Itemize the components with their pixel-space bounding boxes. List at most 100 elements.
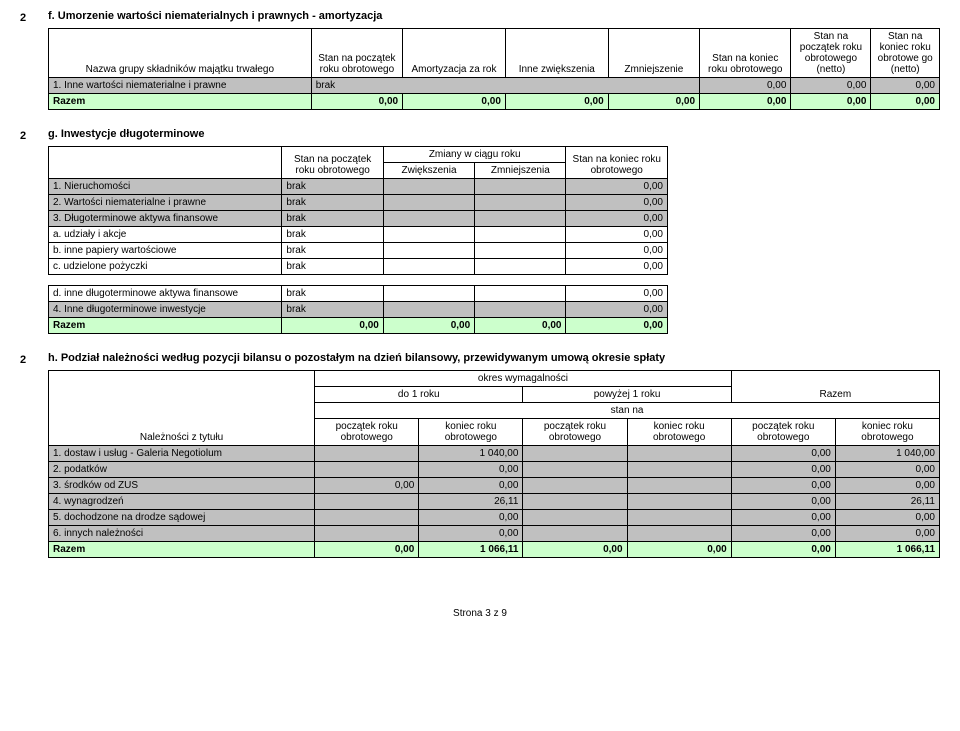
cell-val: 0,00 — [419, 510, 523, 526]
table-g2: d. inne długoterminowe aktywa finansowe … — [48, 285, 668, 334]
cell-empty — [475, 302, 566, 318]
cell-val: 0,00 — [835, 526, 939, 542]
cell-val: 0,00 — [315, 542, 419, 558]
cell-val — [627, 526, 731, 542]
table-h: Należności z tytułu okres wymagalności R… — [48, 370, 940, 558]
cell-val: 0,00 — [282, 318, 383, 334]
th-h-okres: okres wymagalności — [315, 371, 732, 387]
th-g-pocz: Stan na początek roku obrotowego — [282, 147, 383, 179]
cell-empty — [475, 243, 566, 259]
cell-brak: brak — [282, 302, 383, 318]
cell-val — [523, 446, 627, 462]
cell-val — [627, 494, 731, 510]
th-f-6: Stan na początek roku obrotowego (netto) — [791, 29, 871, 78]
cell-val: 0,00 — [871, 94, 940, 110]
cell-val — [523, 462, 627, 478]
table-row: 1. Inne wartości niematerialne i prawne … — [49, 78, 940, 94]
section-f-title: f. Umorzenie wartości niematerialnych i … — [48, 10, 940, 22]
th-f-4: Zmniejszenie — [608, 29, 699, 78]
th-h-pow1: powyżej 1 roku — [523, 387, 731, 403]
cell-val: 0,00 — [731, 510, 835, 526]
section-h-num: 2 — [20, 352, 48, 366]
cell-val — [523, 494, 627, 510]
th-f-7: Stan na koniec roku obrotowe go (netto) — [871, 29, 940, 78]
cell-brak: brak — [311, 78, 699, 94]
th-g-kon: Stan na koniec roku obrotowego — [566, 147, 668, 179]
cell-val — [627, 478, 731, 494]
cell-label: 1. Nieruchomości — [49, 179, 282, 195]
cell-label: a. udziały i akcje — [49, 227, 282, 243]
table-row: d. inne długoterminowe aktywa finansowe … — [49, 286, 668, 302]
cell-val: 0,00 — [731, 494, 835, 510]
th-g-blank — [49, 147, 282, 179]
cell-val: 1 040,00 — [835, 446, 939, 462]
section-f: 2 f. Umorzenie wartości niematerialnych … — [20, 10, 940, 110]
cell-empty — [475, 286, 566, 302]
cell-brak: brak — [282, 179, 383, 195]
section-f-num: 2 — [20, 10, 48, 24]
cell-brak: brak — [282, 227, 383, 243]
cell-brak: brak — [282, 211, 383, 227]
cell-val: 0,00 — [871, 78, 940, 94]
section-h: 2 h. Podział należności według pozycji b… — [20, 352, 940, 558]
table-row: b. inne papiery wartościowebrak0,00 — [49, 243, 668, 259]
cell-val: 26,11 — [419, 494, 523, 510]
cell-label: 4. Inne długoterminowe inwestycje — [49, 302, 282, 318]
table-row: 4. Inne długoterminowe inwestycje brak 0… — [49, 302, 668, 318]
cell-val: 26,11 — [835, 494, 939, 510]
cell-val: 1 066,11 — [835, 542, 939, 558]
cell-val — [315, 526, 419, 542]
cell-label: Razem — [49, 318, 282, 334]
table-g: Stan na początek roku obrotowego Zmiany … — [48, 146, 668, 275]
table-row: 2. podatków0,000,000,00 — [49, 462, 940, 478]
table-row: 1. Nieruchomościbrak0,00 — [49, 179, 668, 195]
cell-val: 0,00 — [566, 227, 668, 243]
cell-val: 0,00 — [731, 526, 835, 542]
cell-val: 0,00 — [835, 478, 939, 494]
section-g-title: g. Inwestycje długoterminowe — [48, 128, 940, 140]
th-h-kon1: koniec roku obrotowego — [419, 419, 523, 446]
cell-val: 0,00 — [791, 78, 871, 94]
th-h-razem: Razem — [731, 371, 939, 403]
section-g-num: 2 — [20, 128, 48, 142]
cell-val — [523, 478, 627, 494]
cell-label: 2. Wartości niematerialne i prawne — [49, 195, 282, 211]
cell-brak: brak — [282, 259, 383, 275]
table-row: 6. innych należności0,000,000,00 — [49, 526, 940, 542]
cell-val: 0,00 — [731, 542, 835, 558]
cell-empty — [383, 243, 474, 259]
th-h-nalez: Należności z tytułu — [49, 371, 315, 446]
cell-label: 2. podatków — [49, 462, 315, 478]
cell-val: 0,00 — [835, 462, 939, 478]
cell-val: 0,00 — [383, 318, 474, 334]
cell-val — [627, 510, 731, 526]
cell-val: 0,00 — [403, 94, 506, 110]
th-h-pocz1: początek roku obrotowego — [315, 419, 419, 446]
cell-val: 0,00 — [731, 446, 835, 462]
section-h-title: h. Podział należności według pozycji bil… — [48, 352, 940, 364]
cell-empty — [383, 195, 474, 211]
th-f-5: Stan na koniec roku obrotowego — [700, 29, 791, 78]
cell-val: 0,00 — [566, 211, 668, 227]
table-row: c. udzielone pożyczkibrak0,00 — [49, 259, 668, 275]
cell-val — [523, 526, 627, 542]
section-g: 2 g. Inwestycje długoterminowe Stan na p… — [20, 128, 940, 334]
cell-val — [315, 510, 419, 526]
cell-val: 0,00 — [700, 78, 791, 94]
cell-brak: brak — [282, 243, 383, 259]
cell-label: b. inne papiery wartościowe — [49, 243, 282, 259]
cell-label: 3. środków od ZUS — [49, 478, 315, 494]
cell-val — [523, 510, 627, 526]
cell-empty — [475, 195, 566, 211]
th-f-0: Nazwa grupy składników majątku trwałego — [49, 29, 312, 78]
cell-empty — [475, 211, 566, 227]
cell-val: 0,00 — [608, 94, 699, 110]
page-footer: Strona 3 z 9 — [20, 608, 940, 619]
cell-label: d. inne długoterminowe aktywa finansowe — [49, 286, 282, 302]
cell-empty — [383, 179, 474, 195]
table-row: 1. dostaw i usług - Galeria Negotiolum1 … — [49, 446, 940, 462]
cell-empty — [383, 259, 474, 275]
cell-val — [315, 446, 419, 462]
table-row: 3. środków od ZUS0,000,000,000,00 — [49, 478, 940, 494]
cell-empty — [475, 227, 566, 243]
